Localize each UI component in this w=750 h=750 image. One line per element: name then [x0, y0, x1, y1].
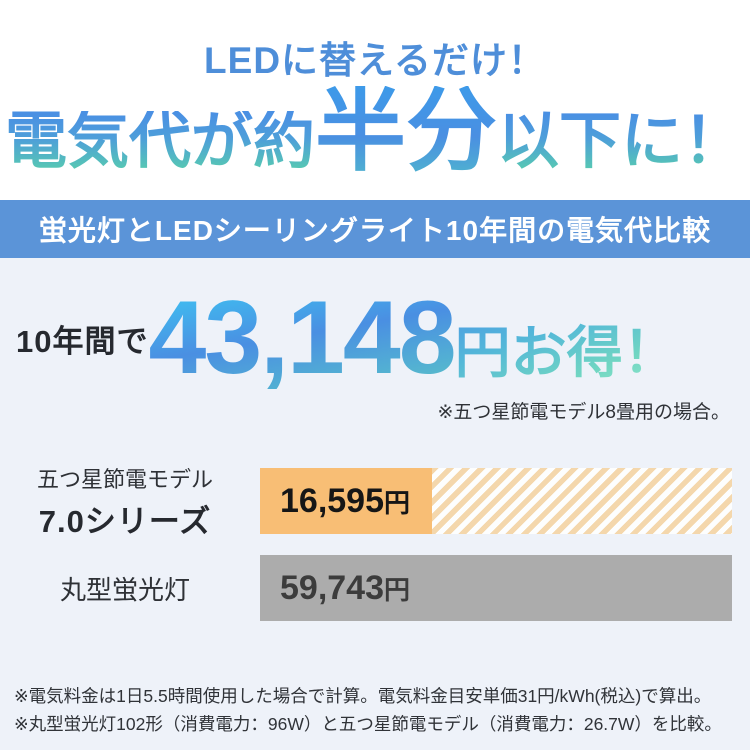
headline-emphasis: 半分: [314, 81, 497, 182]
led-bar-unit: 円: [384, 487, 411, 518]
footnote-line1: ※電気料金は1日5.5時間使用した場合で計算。電気料金目安単価31円/kWh(税…: [14, 686, 712, 706]
chart-row-led: 五つ星節電モデル 7.0シリーズ 16,595円: [0, 467, 750, 539]
led-label-line1: 五つ星節電モデル: [36, 466, 213, 492]
comparison-banner-title: 蛍光灯とLEDシーリングライト10年間の電気代比較: [38, 215, 712, 246]
chart-row-fluorescent: 丸型蛍光灯 59,743円: [0, 555, 750, 621]
savings-headline: 10年間で 43,148 円お得！: [16, 286, 679, 390]
led-bar-track: 16,595円: [260, 468, 732, 534]
headline-left: 電気代が約: [4, 107, 315, 176]
footnote-line2: ※丸型蛍光灯102形（消費電力：96W）と五つ星節電モデル（消費電力：26.7W…: [14, 714, 722, 734]
savings-prefix: 10年間で: [16, 323, 149, 359]
header-section: LEDに替えるだけ！ 電気代が約半分以下に！: [0, 0, 750, 200]
fluorescent-bar-track: 59,743円: [260, 555, 732, 621]
comparison-banner: 蛍光灯とLEDシーリングライト10年間の電気代比較: [0, 200, 750, 258]
led-bar-value: 16,595円: [280, 481, 411, 520]
footnotes: ※電気料金は1日5.5時間使用した場合で計算。電気料金目安単価31円/kWh(税…: [14, 682, 722, 738]
headline-main: 電気代が約半分以下に！: [0, 86, 750, 177]
comparison-section: 10年間で 43,148 円お得！ ※五つ星節電モデル8畳用の場合。 五つ星節電モデ…: [0, 258, 750, 750]
led-label: 五つ星節電モデル 7.0シリーズ: [0, 467, 250, 539]
led-bar-fill: 16,595円: [260, 468, 433, 534]
fluorescent-label: 丸型蛍光灯: [0, 555, 250, 621]
fluorescent-bar-value: 59,743円: [280, 568, 411, 607]
fluorescent-bar-unit: 円: [384, 574, 411, 605]
fluorescent-bar-fill: 59,743円: [260, 555, 732, 621]
fluorescent-label-line1: 丸型蛍光灯: [59, 574, 190, 605]
led-label-line2: 7.0シリーズ: [38, 503, 212, 539]
headline-subtitle: LEDに替えるだけ！: [204, 40, 546, 81]
headline-right: 以下に！: [497, 107, 746, 176]
savings-note: ※五つ星節電モデル8畳用の場合。: [437, 402, 731, 423]
savings-unit: 円お得！: [455, 308, 679, 389]
savings-amount: 43,148: [148, 280, 456, 396]
